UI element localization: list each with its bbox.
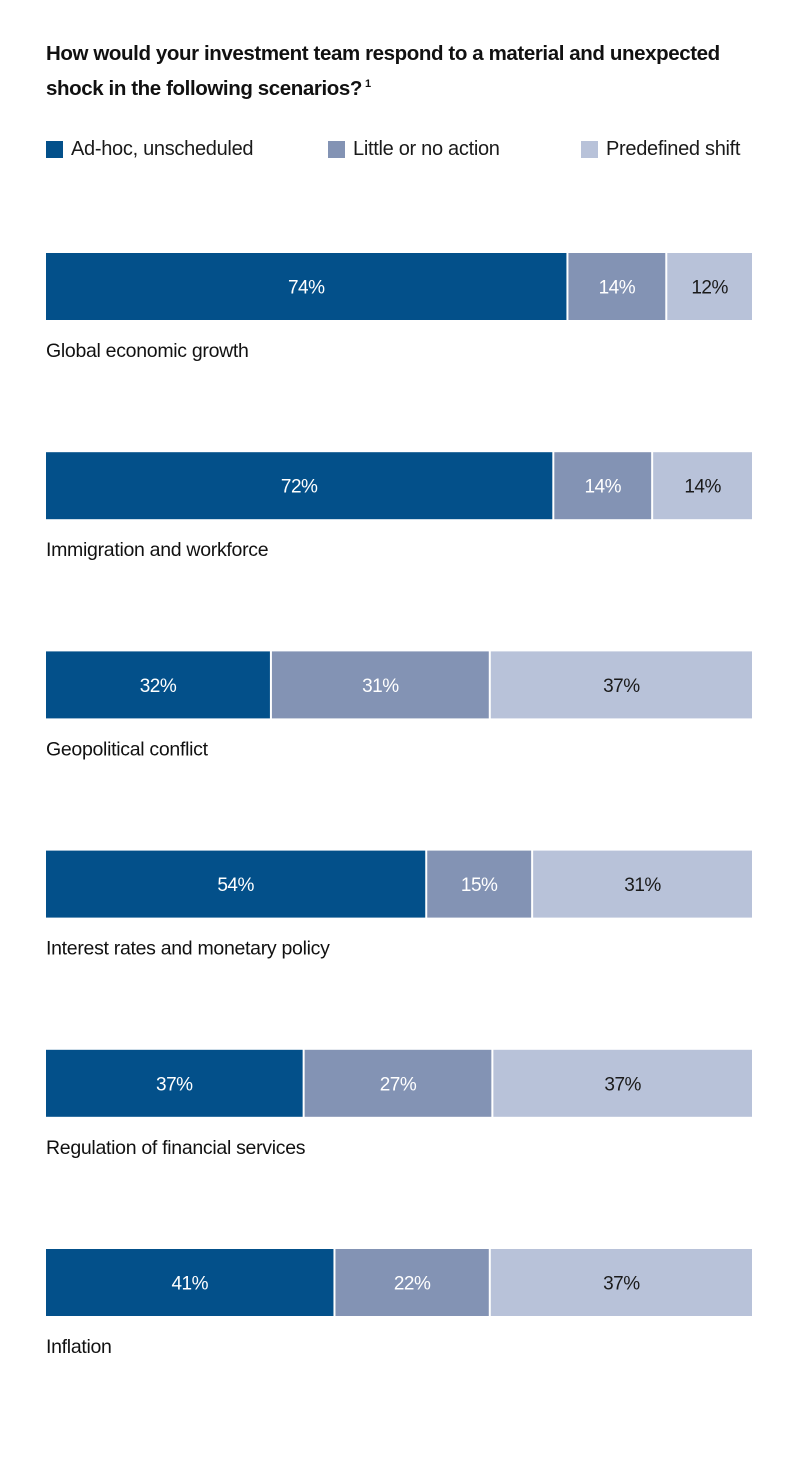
bar-segment-inflation-predefined-shift [490,1249,752,1316]
bar-segment-global-economic-growth-predefined-shift [667,253,752,320]
data-label-interest-rates-and-monetary-policy-ad-hoc-unscheduled: 54% [217,875,254,896]
bar-segment-interest-rates-and-monetary-policy-predefined-shift [533,850,752,918]
bar-segment-regulation-of-financial-services-ad-hoc-unscheduled [46,1049,303,1117]
bar-row-global-economic-growth: 74% 14% 12% Global economic growth [46,253,752,362]
bar-segment-interest-rates-and-monetary-policy-little-or-no-action [427,850,532,918]
legend-item-little-or-no-action: Little or no action [328,135,500,163]
bar-segment-geopolitical-conflict-little-or-no-action [271,651,489,719]
chart-legend: Ad-hoc, unscheduled Little or no action … [46,135,754,163]
legend-item-ad-hoc: Ad-hoc, unscheduled [46,135,254,163]
legend-swatch-ad-hoc [46,140,63,158]
bar-segment-geopolitical-conflict-ad-hoc-unscheduled [46,651,270,719]
chart-title: How would your investment team respond t… [46,38,746,104]
data-label-regulation-of-financial-services-predefined-shift: 37% [604,1074,641,1095]
data-label-immigration-and-workforce-little-or-no-action: 14% [584,477,621,498]
data-label-inflation-little-or-no-action: 22% [394,1274,431,1295]
data-label-inflation-ad-hoc-unscheduled: 41% [171,1274,208,1295]
legend-label-little-or-no-action: Little or no action [353,137,500,160]
title-footnote-marker: 1 [365,78,371,90]
bar-segment-inflation-little-or-no-action [335,1249,489,1316]
data-label-global-economic-growth-predefined-shift: 12% [691,278,728,299]
category-label-global-economic-growth: Global economic growth [46,340,249,362]
category-label-regulation-of-financial-services: Regulation of financial services [46,1137,306,1159]
legend-label-ad-hoc: Ad-hoc, unscheduled [71,137,254,160]
category-label-geopolitical-conflict: Geopolitical conflict [46,738,209,760]
category-label-immigration-and-workforce: Immigration and workforce [46,539,268,561]
bar-row-interest-rates-and-monetary-policy: 54% 15% 31% Interest rates and monetary pol… [46,850,752,960]
legend-item-predefined-shift: Predefined shift [581,135,740,163]
data-label-regulation-of-financial-services-ad-hoc-unscheduled: 37% [156,1074,193,1095]
data-label-interest-rates-and-monetary-policy-predefined-shift: 31% [624,875,661,896]
data-label-immigration-and-workforce-predefined-shift: 14% [684,477,721,498]
chart-title-text: How would your investment team respond t… [46,42,720,100]
bar-segment-inflation-ad-hoc-unscheduled [46,1249,334,1316]
data-label-geopolitical-conflict-predefined-shift: 37% [603,676,640,697]
bar-segment-immigration-and-workforce-predefined-shift [653,452,752,520]
bar-segment-immigration-and-workforce-little-or-no-action [554,452,652,520]
data-label-geopolitical-conflict-little-or-no-action: 31% [362,676,399,697]
bar-row-regulation-of-financial-services: 37% 27% 37% Regulation of financial service… [46,1049,752,1159]
data-label-geopolitical-conflict-ad-hoc-unscheduled: 32% [140,676,177,697]
data-label-inflation-predefined-shift: 37% [603,1274,640,1295]
data-label-global-economic-growth-ad-hoc-unscheduled: 74% [288,278,325,299]
category-label-inflation: Inflation [46,1336,112,1358]
data-label-interest-rates-and-monetary-policy-little-or-no-action: 15% [461,875,498,896]
bar-row-inflation: 41% 22% 37% Inflation [46,1249,752,1358]
bar-segment-geopolitical-conflict-predefined-shift [490,651,752,719]
bar-segment-regulation-of-financial-services-predefined-shift [493,1049,752,1117]
bar-segment-immigration-and-workforce-ad-hoc-unscheduled [46,452,553,520]
bar-row-immigration-and-workforce: 72% 14% 14% Immigration and workforce [46,452,752,561]
data-label-global-economic-growth-little-or-no-action: 14% [599,278,636,299]
data-label-immigration-and-workforce-ad-hoc-unscheduled: 72% [281,477,318,498]
bar-segment-regulation-of-financial-services-little-or-no-action [304,1049,492,1117]
legend-label-predefined-shift: Predefined shift [606,137,741,160]
legend-swatch-little-or-no-action [328,140,345,158]
data-label-regulation-of-financial-services-little-or-no-action: 27% [380,1074,417,1095]
bar-segment-global-economic-growth-little-or-no-action [568,253,666,320]
bar-segment-interest-rates-and-monetary-policy-ad-hoc-unscheduled [46,850,426,918]
legend-swatch-predefined-shift [581,140,598,158]
bar-row-geopolitical-conflict: 32% 31% 37% Geopolitical conflict [46,651,752,760]
category-label-interest-rates-and-monetary-policy: Interest rates and monetary policy [46,938,330,960]
bar-segment-global-economic-growth-ad-hoc-unscheduled [46,253,567,320]
